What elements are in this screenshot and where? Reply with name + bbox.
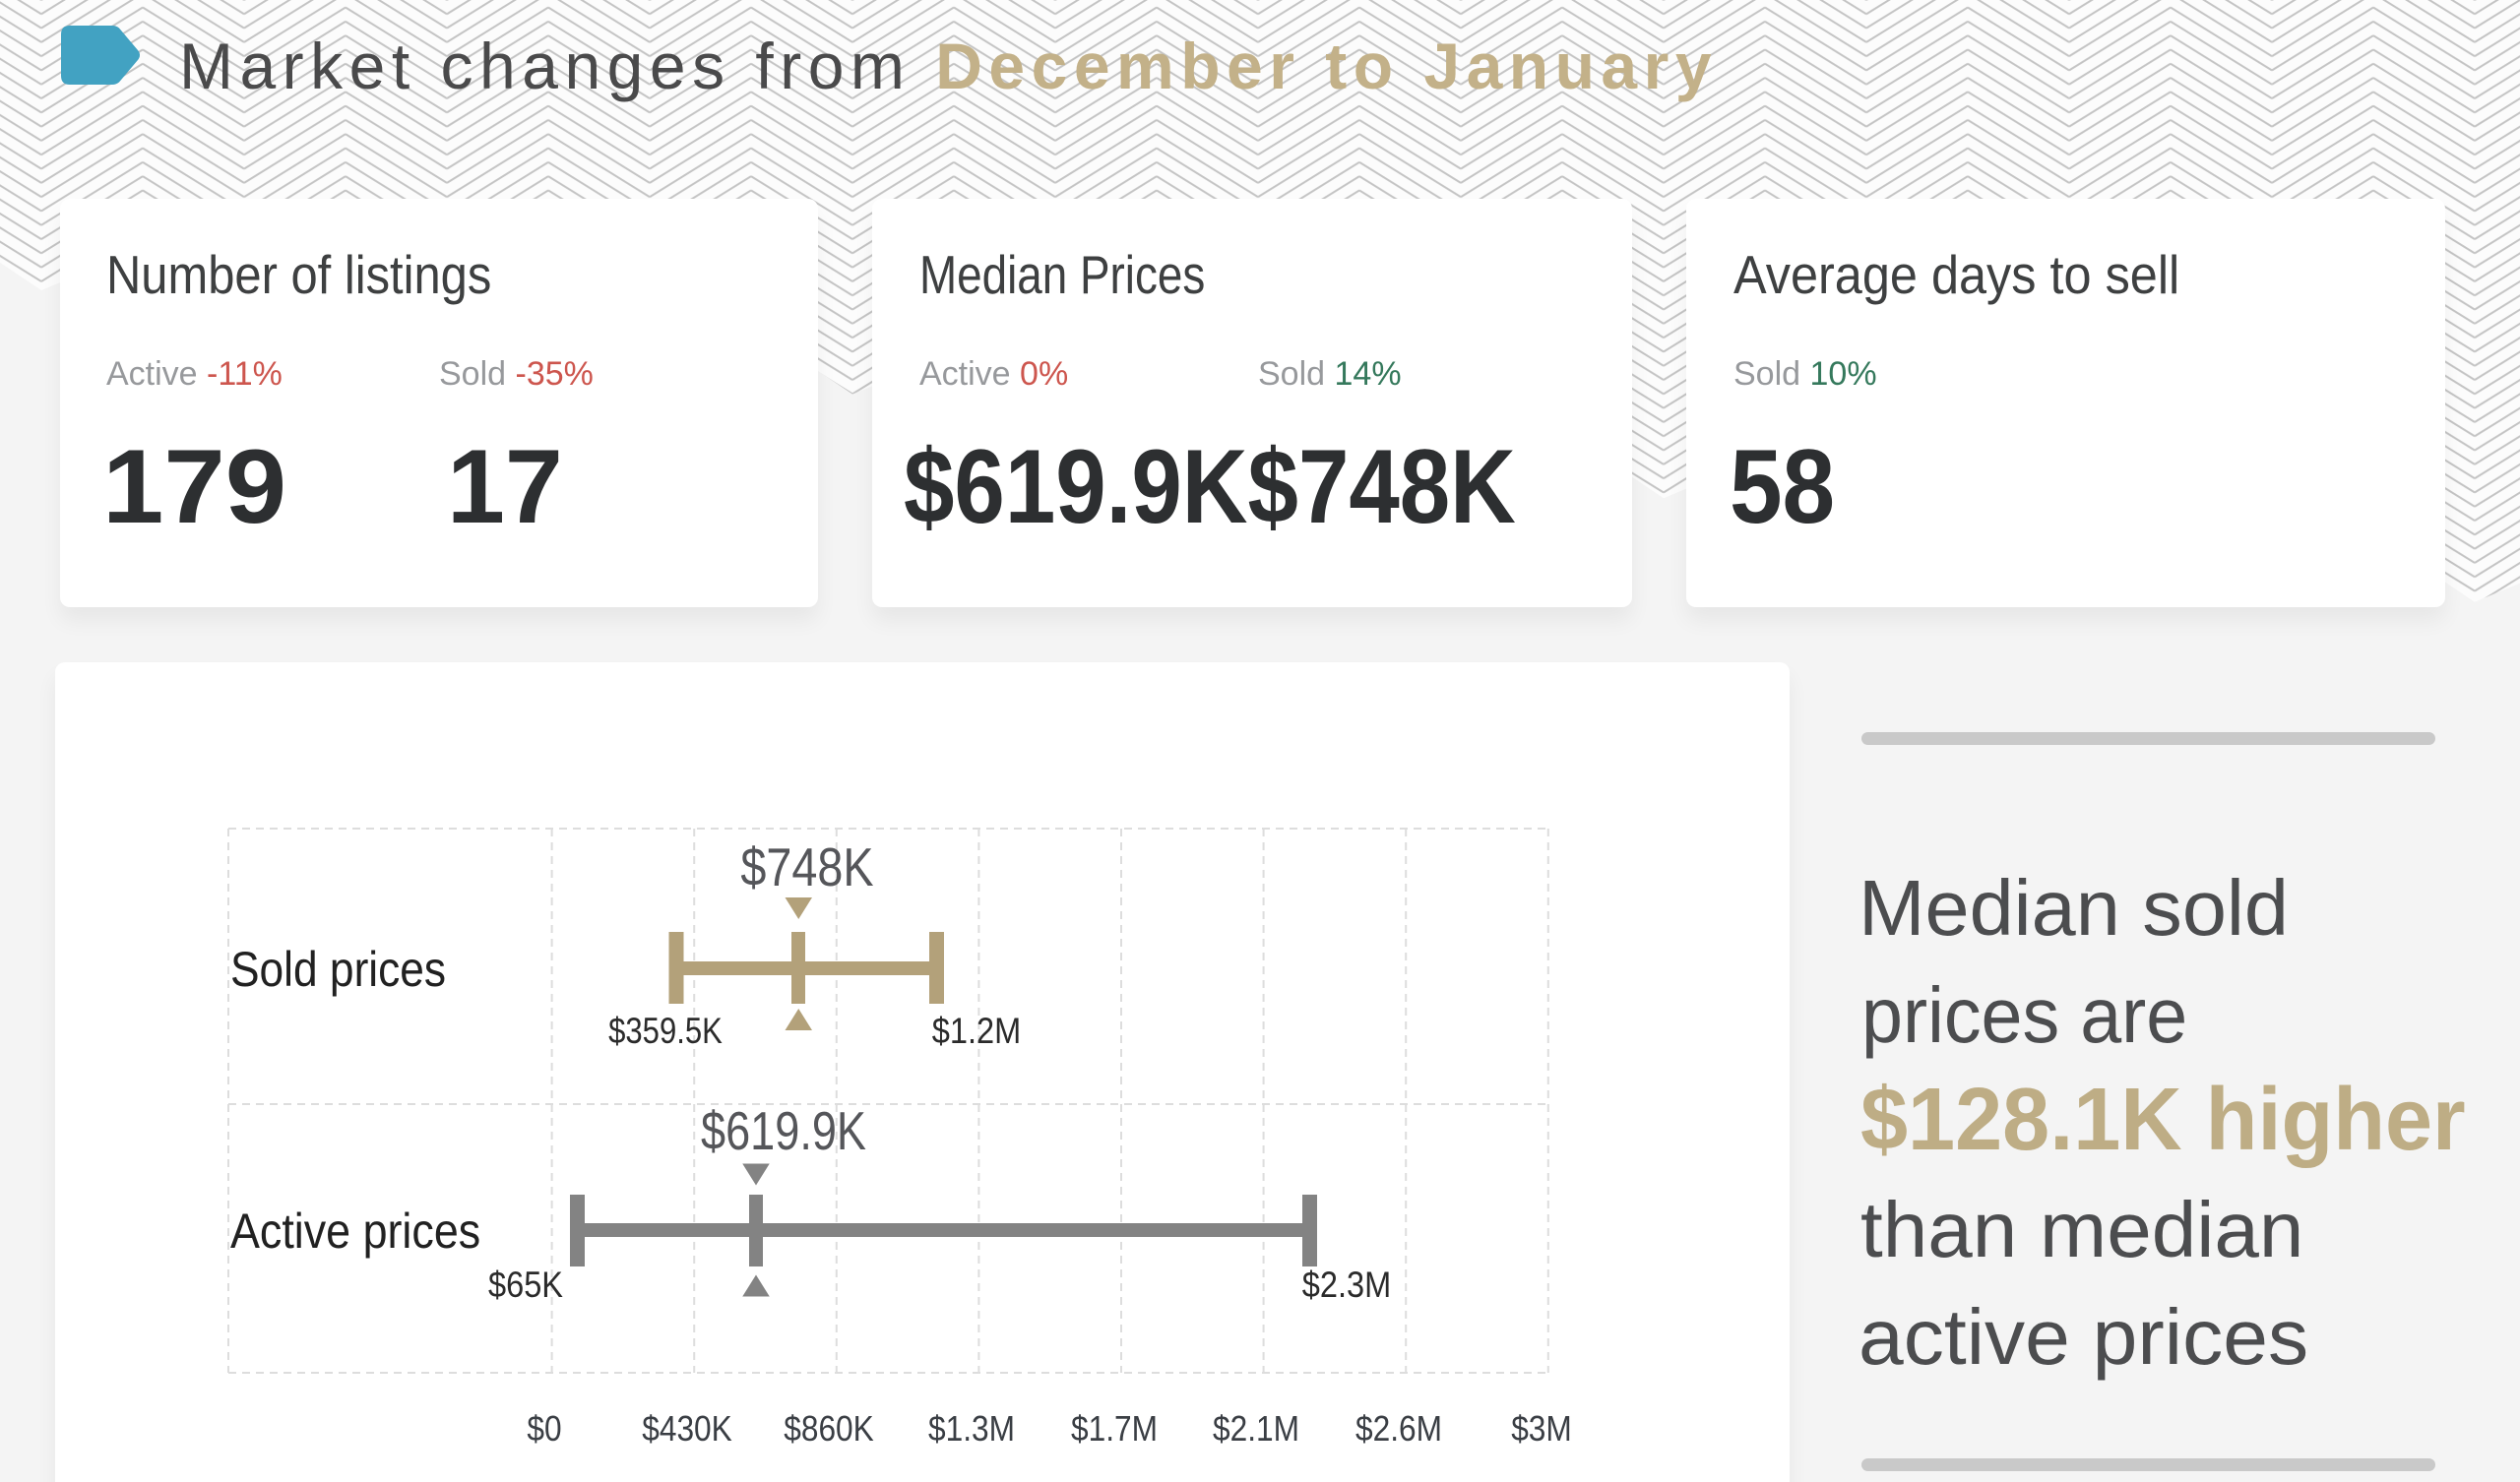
svg-text:$748K: $748K <box>740 836 873 896</box>
svg-text:$0: $0 <box>527 1409 561 1449</box>
svg-text:$860K: $860K <box>784 1409 874 1449</box>
svg-text:$2.3M: $2.3M <box>1302 1265 1391 1305</box>
svg-text:$1.7M: $1.7M <box>1071 1409 1158 1449</box>
svg-text:$65K: $65K <box>488 1265 563 1305</box>
svg-text:$3M: $3M <box>1511 1409 1572 1449</box>
svg-text:$2.6M: $2.6M <box>1355 1409 1442 1449</box>
svg-text:Sold prices: Sold prices <box>230 943 446 998</box>
svg-text:$619.9K: $619.9K <box>701 1100 866 1161</box>
svg-text:$2.1M: $2.1M <box>1213 1409 1299 1449</box>
svg-text:$430K: $430K <box>642 1409 732 1449</box>
svg-text:$359.5K: $359.5K <box>608 1012 723 1052</box>
svg-text:Active prices: Active prices <box>230 1204 480 1260</box>
svg-text:$1.2M: $1.2M <box>932 1011 1021 1051</box>
svg-text:$1.3M: $1.3M <box>928 1409 1015 1449</box>
